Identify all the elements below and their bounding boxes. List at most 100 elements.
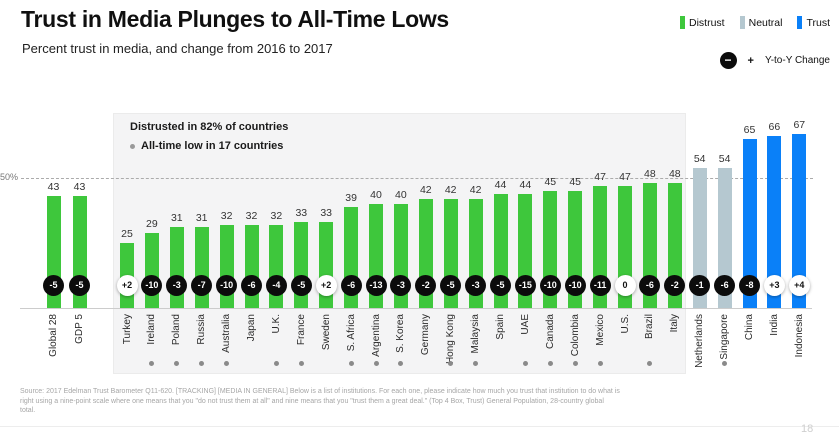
bar-value-australia: 32 (220, 209, 233, 222)
all-time-low-dot-australia (224, 361, 230, 366)
plus-icon: + (747, 54, 754, 67)
change-badge-mexico: -11 (589, 274, 611, 296)
bar-value-u-s: 47 (619, 170, 631, 183)
all-time-low-dot-icon (130, 143, 135, 149)
bar-value-malaysia: 42 (469, 183, 482, 196)
change-badge-poland: -3 (166, 274, 188, 296)
all-time-low-dot-u-k (273, 361, 279, 366)
country-label-netherlands: Netherlands (694, 314, 706, 368)
bar-value-turkey: 25 (121, 228, 133, 240)
page-subtitle: Percent trust in media, and change from … (22, 41, 333, 56)
all-time-low-dot-colombia (572, 361, 578, 366)
bar-netherlands (692, 167, 707, 308)
bar-value-gdp-5: 43 (73, 181, 86, 194)
country-label-italy: Italy (669, 314, 681, 333)
change-badge-spain: -5 (490, 274, 511, 296)
change-badge-japan: -6 (241, 274, 262, 296)
bar-india (767, 136, 782, 308)
legend: Distrust Neutral Trust (680, 16, 830, 29)
annotation-bullet-text: All-time low in 17 countries (141, 140, 284, 152)
country-label-china: China (744, 314, 755, 341)
change-badge-ireland: -10 (141, 274, 163, 296)
change-badge-germany: -2 (415, 274, 437, 296)
bar-poland (169, 227, 184, 308)
country-label-spain: Spain (495, 314, 506, 340)
all-time-low-dot-argentina (373, 361, 379, 366)
minus-circle-icon: − (719, 52, 737, 69)
bar-value-argentina: 40 (370, 189, 382, 201)
change-badge-malaysia: -3 (465, 274, 487, 296)
bar-value-uae: 44 (519, 178, 532, 191)
change-badge-u-k: -4 (265, 274, 287, 296)
country-label-france: France (295, 314, 307, 346)
annotation-headline: Distrusted in 82% of countries (130, 121, 289, 133)
all-time-low-dot-singapore (722, 361, 728, 366)
bar-value-italy: 48 (668, 168, 681, 181)
legend-item-distrust: Distrust (680, 16, 725, 29)
bar-china (742, 139, 757, 308)
change-badge-turkey: +2 (116, 274, 138, 296)
gridline-50-percent (21, 178, 813, 179)
country-label-turkey: Turkey (121, 314, 133, 345)
change-badge-u-s: 0 (614, 274, 636, 296)
country-label-u-k: U.K. (270, 314, 282, 334)
all-time-low-dot-brazil (647, 361, 653, 366)
all-time-low-dot-mexico (597, 361, 603, 366)
all-time-low-dot-canada (547, 361, 553, 366)
change-badge-argentina: -13 (365, 274, 387, 296)
change-badge-australia: -10 (216, 274, 238, 296)
legend-label: Trust (806, 16, 830, 29)
country-label-gdp-5: GDP 5 (74, 314, 85, 344)
change-badge-russia: -7 (191, 274, 213, 296)
change-badge-s-africa: -6 (340, 274, 362, 296)
change-badge-singapore: -6 (714, 274, 736, 296)
bar-japan (244, 224, 259, 308)
change-badge-global-28: -5 (43, 274, 64, 296)
country-label-canada: Canada (544, 314, 556, 350)
all-time-low-dot-malaysia (473, 361, 479, 366)
change-badge-netherlands: -1 (689, 274, 711, 296)
all-time-low-dot-poland (174, 361, 180, 366)
country-label-brazil: Brazil (644, 314, 656, 340)
bar-value-china: 65 (743, 124, 756, 136)
all-time-low-dot-france (298, 361, 304, 366)
all-time-low-dot-s-korea (398, 361, 404, 366)
bar-value-netherlands: 54 (693, 152, 706, 165)
bar-value-mexico: 47 (594, 170, 606, 183)
country-label-indonesia: Indonesia (793, 314, 805, 358)
annotation-box: Distrusted in 82% of countries All-time … (130, 121, 288, 152)
change-badge-hong-kong: -5 (440, 274, 462, 296)
legend-item-neutral: Neutral (739, 16, 782, 29)
bottom-divider (0, 426, 839, 427)
change-badge-colombia: -10 (564, 274, 586, 296)
change-badge-sweden: +2 (315, 274, 337, 296)
all-time-low-dot-hong-kong (448, 361, 454, 366)
bar-value-japan: 32 (245, 209, 258, 222)
change-badge-uae: -15 (514, 274, 536, 296)
bar-australia (219, 224, 234, 308)
change-badge-s-korea: -3 (390, 274, 412, 296)
bar-value-hong-kong: 42 (444, 183, 457, 196)
bar-value-s-africa: 39 (345, 191, 357, 204)
country-label-global-28: Global 28 (48, 314, 59, 357)
country-label-malaysia: Malaysia (470, 314, 482, 354)
country-label-russia: Russia (196, 314, 208, 345)
legend-item-trust: Trust (797, 16, 830, 29)
trust-swatch-icon (797, 16, 803, 29)
country-label-germany: Germany (420, 314, 432, 356)
all-time-low-dot-s-africa (348, 361, 354, 366)
page-number: 18 (801, 423, 814, 432)
country-label-colombia: Colombia (569, 314, 581, 357)
country-label-india: India (768, 314, 780, 336)
change-badge-indonesia: +4 (788, 274, 810, 296)
all-time-low-dot-russia (199, 361, 205, 366)
bar-value-canada: 45 (544, 176, 557, 188)
change-badge-italy: -2 (664, 274, 686, 296)
all-time-low-dot-ireland (149, 361, 155, 366)
country-label-mexico: Mexico (594, 314, 606, 346)
yoy-change-label: Y-to-Y Change (764, 55, 830, 66)
source-note: Source: 2017 Edelman Trust Barometer Q11… (20, 388, 620, 415)
country-label-uae: UAE (519, 314, 531, 335)
bar-value-france: 33 (295, 207, 308, 220)
